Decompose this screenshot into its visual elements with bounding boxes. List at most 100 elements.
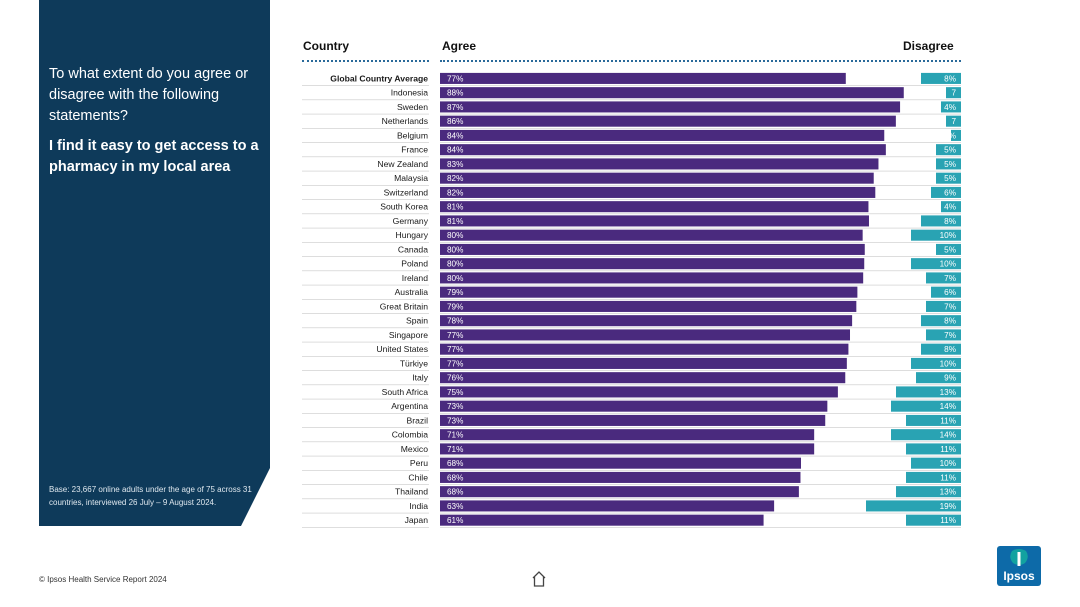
disagree-bar — [906, 514, 961, 526]
chart-header-rule — [440, 60, 961, 62]
disagree-bar — [931, 186, 961, 198]
country-label: Argentina — [391, 401, 428, 411]
disagree-bar — [936, 144, 961, 156]
agree-value-label: 80% — [447, 245, 463, 254]
agree-value-label: 61% — [447, 516, 463, 525]
agree-bar — [440, 300, 857, 312]
disagree-bar — [936, 158, 961, 170]
disagree-value-label: 5% — [944, 245, 956, 254]
home-icon[interactable] — [531, 570, 547, 588]
disagree-bar — [906, 471, 961, 483]
country-label: Australia — [395, 287, 429, 297]
disagree-value-label: 10% — [940, 359, 956, 368]
agree-bar — [440, 514, 764, 526]
country-label: Ireland — [402, 273, 428, 283]
disagree-value-label: 8% — [944, 345, 956, 354]
agree-bar — [440, 500, 775, 512]
agree-bar — [440, 372, 846, 384]
country-label: Malaysia — [394, 173, 428, 183]
disagree-bar — [951, 129, 961, 141]
disagree-bar — [906, 443, 961, 455]
disagree-bar — [911, 229, 961, 241]
country-label: Global Country Average — [330, 73, 428, 83]
agree-value-label: 77% — [447, 74, 463, 83]
disagree-value-label: 8% — [944, 317, 956, 326]
country-label: Thailand — [395, 487, 428, 497]
agree-bar — [440, 258, 865, 270]
disagree-bar — [921, 315, 961, 327]
disagree-value-label: 13% — [940, 388, 956, 397]
disagree-bar — [926, 300, 961, 312]
agree-value-label: 84% — [447, 131, 463, 140]
disagree-bar — [921, 215, 961, 227]
agree-bar — [440, 72, 846, 84]
disagree-value-label: 5% — [944, 160, 956, 169]
agree-bar — [440, 201, 869, 213]
agree-bar — [440, 457, 801, 469]
country-label: Peru — [410, 458, 428, 468]
agree-bar — [440, 144, 886, 156]
disagree-bar — [911, 357, 961, 369]
agree-bar — [440, 443, 815, 455]
disagree-bar — [946, 87, 961, 99]
agree-value-label: 82% — [447, 174, 463, 183]
disagree-value-label: 8% — [944, 217, 956, 226]
agree-bar — [440, 115, 896, 127]
agree-value-label: 68% — [447, 488, 463, 497]
disagree-value-label: 9% — [944, 374, 956, 383]
agree-bar — [440, 386, 838, 398]
disagree-value-label: 10% — [940, 260, 956, 269]
logo-text: Ipsos — [1003, 569, 1035, 583]
ipsos-logo: Ipsos — [997, 546, 1041, 586]
disagree-bar — [906, 414, 961, 426]
country-label: Netherlands — [382, 116, 428, 126]
disagree-value-label: 7 — [951, 117, 956, 126]
agree-bar — [440, 215, 869, 227]
agree-bar — [440, 400, 828, 412]
disagree-value-label: 4% — [944, 203, 956, 212]
question-text: To what extent do you agree or disagree … — [49, 66, 249, 124]
country-label: New Zealand — [377, 159, 428, 169]
agree-value-label: 75% — [447, 388, 463, 397]
agree-bar — [440, 486, 799, 498]
disagree-value-label: 10% — [940, 459, 956, 468]
disagree-bar — [911, 457, 961, 469]
country-label: Colombia — [392, 430, 429, 440]
disagree-value-label: 7% — [944, 274, 956, 283]
disagree-value-label: 14% — [940, 431, 956, 440]
country-label: India — [409, 501, 428, 511]
agree-value-label: 71% — [447, 431, 463, 440]
agree-bar — [440, 315, 853, 327]
disagree-value-label: 14% — [940, 402, 956, 411]
disagree-bar — [946, 115, 961, 127]
agree-value-label: 77% — [447, 359, 463, 368]
disagree-bar — [941, 201, 961, 213]
disagree-value-label: 4% — [944, 131, 956, 140]
agree-value-label: 77% — [447, 331, 463, 340]
agree-value-label: 81% — [447, 203, 463, 212]
country-header-rule — [302, 60, 429, 62]
disagree-bar — [921, 343, 961, 355]
agree-value-label: 87% — [447, 103, 463, 112]
agree-bar — [440, 286, 858, 298]
agree-value-label: 77% — [447, 345, 463, 354]
agree-value-label: 79% — [447, 288, 463, 297]
disagree-value-label: 6% — [944, 288, 956, 297]
disagree-bar — [921, 72, 961, 84]
country-label: Türkiye — [400, 358, 428, 368]
country-label: Sweden — [397, 102, 428, 112]
disagree-value-label: 11% — [940, 445, 956, 454]
disagree-value-label: 13% — [940, 488, 956, 497]
agree-value-label: 80% — [447, 231, 463, 240]
statement-text: I find it easy to get access to a pharma… — [49, 138, 259, 175]
agree-value-label: 68% — [447, 459, 463, 468]
agree-bar — [440, 229, 863, 241]
disagree-bar — [891, 429, 961, 441]
country-label: Singapore — [389, 330, 428, 340]
country-label: Poland — [401, 259, 428, 269]
disagree-value-label: 7% — [944, 302, 956, 311]
disagree-value-label: 6% — [944, 188, 956, 197]
disagree-bar — [866, 500, 961, 512]
agree-value-label: 82% — [447, 188, 463, 197]
agree-bar — [440, 186, 876, 198]
